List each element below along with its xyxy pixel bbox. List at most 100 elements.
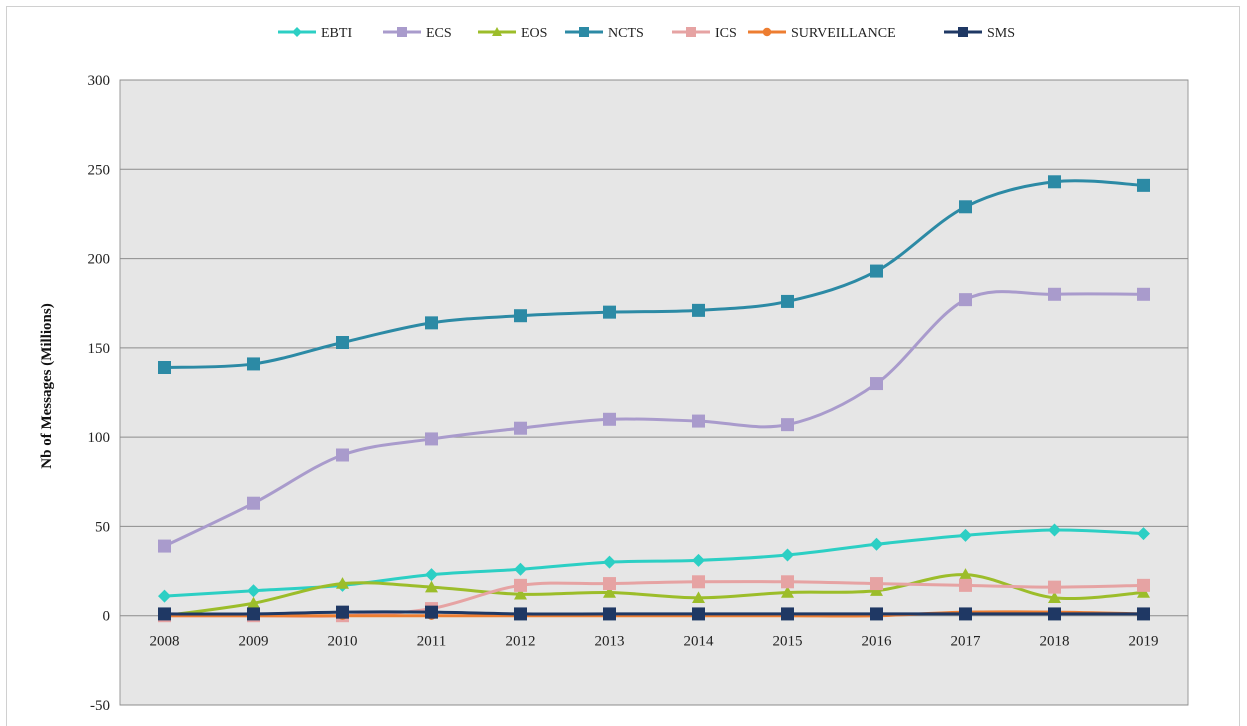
data-point <box>781 586 794 598</box>
data-point <box>1137 178 1150 192</box>
series-line-ncts <box>164 179 1144 369</box>
data-point <box>692 575 705 589</box>
data-point <box>425 568 438 582</box>
data-point <box>1048 175 1061 189</box>
data-point <box>692 414 705 428</box>
data-point <box>870 607 883 621</box>
data-point <box>1137 527 1150 541</box>
x-tick-label: 2019 <box>1129 634 1159 650</box>
x-axis-ticks: 2008 2009 2010 2011 2012 2013 2014 2015 2016 2017… <box>150 634 1159 650</box>
x-tick-label: 2018 <box>1040 634 1070 650</box>
data-point <box>336 336 349 349</box>
series-sms <box>158 605 1150 621</box>
legend-item: EBTI <box>278 26 352 41</box>
legend-label: ICS <box>715 26 737 41</box>
legend-marker <box>958 27 968 37</box>
x-tick-label: 2009 <box>239 634 269 650</box>
chart-frame <box>6 6 1240 726</box>
x-tick-label: 2014 <box>684 634 715 650</box>
data-point <box>425 580 438 593</box>
legend-item: SMS <box>944 26 1015 41</box>
data-point <box>870 577 883 591</box>
legend-marker <box>762 27 772 37</box>
y-tick-label: 50 <box>95 519 110 535</box>
legend-marker <box>579 27 589 37</box>
data-point <box>1137 287 1150 301</box>
legend-marker <box>492 27 502 36</box>
y-tick-label: 250 <box>88 162 111 178</box>
data-point <box>1137 607 1150 621</box>
data-point <box>247 357 260 371</box>
data-point <box>336 577 349 589</box>
data-point <box>158 361 171 374</box>
data-point <box>158 539 171 553</box>
y-axis-ticks: 300 250 200 150 100 50 0 -50 <box>88 73 111 714</box>
data-point <box>603 305 616 319</box>
data-point <box>247 584 260 598</box>
legend-label: SMS <box>987 26 1015 41</box>
data-point <box>514 562 527 576</box>
data-point <box>692 607 705 621</box>
data-point <box>870 537 883 551</box>
x-tick-label: 2010 <box>328 634 358 650</box>
x-tick-label: 2016 <box>862 634 893 650</box>
y-tick-label: 150 <box>88 341 111 357</box>
data-point <box>247 607 260 621</box>
legend: EBTI ECS EOS NCTS ICS SURVEILLANCE SMS <box>278 26 1015 41</box>
data-point <box>692 303 705 317</box>
data-point <box>603 412 616 426</box>
x-tick-label: 2017 <box>951 634 982 650</box>
x-tick-label: 2012 <box>506 634 536 650</box>
legend-label: NCTS <box>608 26 644 41</box>
legend-marker <box>292 27 302 37</box>
data-point <box>781 294 794 308</box>
y-tick-label: 0 <box>103 609 111 625</box>
y-tick-label: 100 <box>88 430 111 446</box>
y-tick-label: 300 <box>88 73 111 89</box>
x-tick-label: 2013 <box>595 634 625 650</box>
data-point <box>692 553 705 567</box>
data-point <box>1048 607 1061 621</box>
data-point <box>425 432 438 446</box>
data-point <box>247 496 260 510</box>
data-point <box>336 448 349 462</box>
y-tick-label: 200 <box>88 252 111 268</box>
data-point <box>425 316 438 330</box>
series-line-sms <box>164 610 1144 616</box>
x-tick-label: 2015 <box>773 634 803 650</box>
legend-label: EOS <box>521 26 547 41</box>
data-point <box>603 555 616 569</box>
data-point <box>603 586 616 598</box>
data-point <box>158 589 171 603</box>
legend-label: SURVEILLANCE <box>791 26 896 41</box>
data-point <box>514 607 527 621</box>
data-point <box>959 293 972 307</box>
series-ncts <box>158 175 1150 374</box>
legend-item: NCTS <box>565 26 644 41</box>
legend-label: EBTI <box>321 26 352 41</box>
data-point <box>781 548 794 562</box>
data-point <box>247 596 260 609</box>
data-point <box>336 605 349 619</box>
data-point <box>1048 580 1061 594</box>
series-line-eos <box>164 573 1144 618</box>
data-point <box>959 568 972 580</box>
data-point <box>514 309 527 323</box>
data-point <box>514 587 527 600</box>
data-point <box>692 591 705 604</box>
data-point <box>959 607 972 621</box>
data-point <box>514 578 527 592</box>
data-point <box>959 578 972 592</box>
y-tick-label: -50 <box>90 698 110 714</box>
data-point <box>959 200 972 214</box>
data-point <box>781 418 794 432</box>
legend-marker <box>686 27 696 37</box>
x-tick-label: 2008 <box>150 634 180 650</box>
legend-item: ICS <box>672 26 737 41</box>
data-point <box>603 577 616 591</box>
series-layer <box>158 175 1150 623</box>
data-point <box>781 607 794 621</box>
data-point <box>1137 578 1150 592</box>
data-point <box>781 575 794 589</box>
